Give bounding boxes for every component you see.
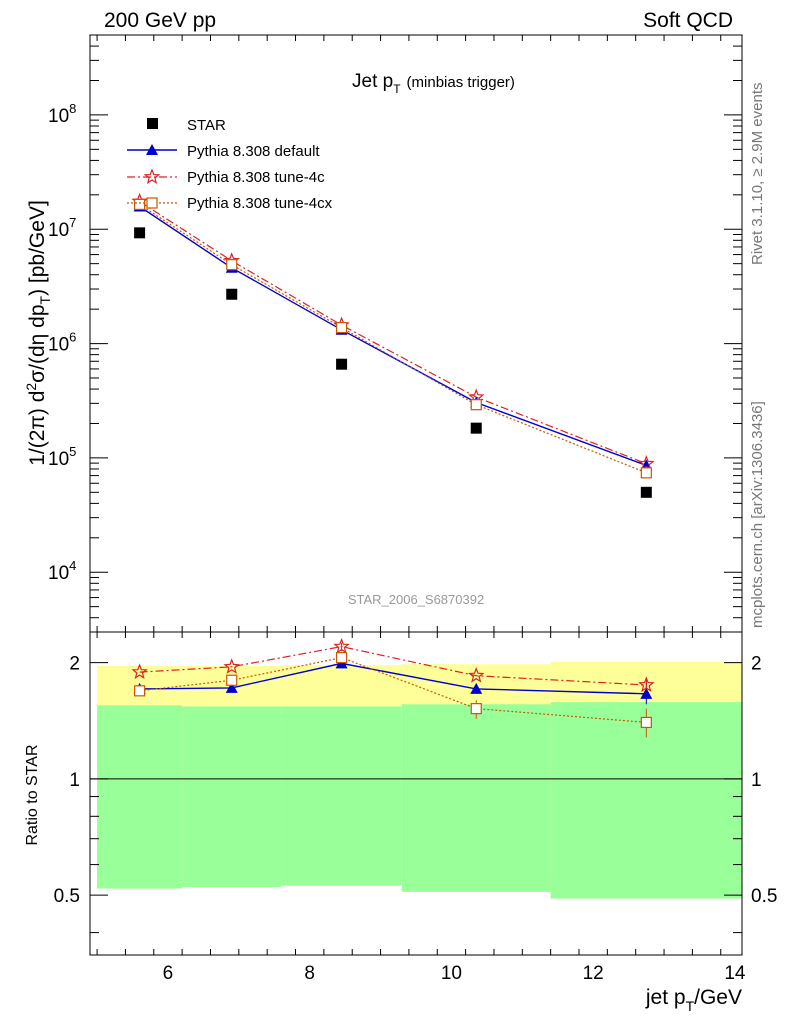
- legend: STAR Pythia 8.308 default Pythia 8.308 t…: [127, 117, 333, 212]
- data-point-tune4cx: [640, 716, 652, 729]
- data-point-star: [640, 486, 652, 498]
- x-axis-label: jet pT/GeV: [645, 986, 742, 1014]
- x-tick-label: 12: [583, 963, 604, 984]
- data-point-tune4cx: [470, 703, 482, 715]
- header-right: Soft QCD: [643, 9, 733, 32]
- data-point-tune4cx: [640, 467, 652, 479]
- legend-label-tune4cx: Pythia 8.308 tune-4cx: [187, 195, 333, 212]
- ratio-band-inner: [281, 706, 402, 886]
- ratio-band-inner: [182, 706, 282, 887]
- data-point-tune4c: [468, 667, 485, 683]
- legend-marker-tune4c: [143, 168, 161, 185]
- data-point-tune4cx: [335, 321, 348, 334]
- data-point-tune4c: [223, 658, 240, 674]
- ratio-axis-label: Ratio to STAR: [24, 744, 41, 845]
- y-tick-label-ratio-right: 1: [751, 770, 762, 791]
- legend-label-tune4c: Pythia 8.308 tune-4c: [187, 169, 325, 186]
- data-point-tune4cx: [335, 652, 348, 664]
- x-tick-label: 8: [304, 963, 315, 984]
- y-tick-label-main: 107: [48, 215, 76, 241]
- y-tick-label-ratio: 1: [69, 770, 80, 791]
- y-tick-label-main: 106: [48, 330, 76, 356]
- legend-label-star: STAR: [187, 117, 226, 134]
- main-title: Jet pT (minbias trigger): [352, 71, 515, 96]
- data-point-tune4cx: [226, 259, 238, 271]
- y-tick-label-ratio: 2: [69, 654, 80, 675]
- legend-marker-tune4cx: [146, 197, 158, 209]
- ratio-band-inner: [401, 704, 551, 892]
- data-point-star: [470, 422, 482, 434]
- x-tick-label: 14: [724, 963, 746, 984]
- y-tick-label-main: 105: [48, 444, 76, 470]
- data-point-tune4c: [638, 676, 655, 693]
- legend-marker-star: [147, 118, 158, 129]
- legend-label-default: Pythia 8.308 default: [187, 143, 320, 160]
- data-point-tune4c: [638, 455, 655, 471]
- main-series: [131, 192, 655, 498]
- data-point-default: [470, 682, 483, 694]
- data-point-tune4cx: [226, 674, 238, 686]
- data-point-star: [336, 358, 348, 370]
- data-point-default: [640, 687, 653, 699]
- data-point-tune4cx: [470, 399, 482, 411]
- data-point-default: [225, 681, 238, 693]
- analysis-label: STAR_2006_S6870392: [348, 592, 484, 607]
- ratio-bands: [90, 661, 742, 899]
- data-point-tune4cx: [134, 198, 146, 210]
- y-tick-label-main: 104: [48, 558, 76, 584]
- data-point-star: [134, 227, 146, 239]
- x-tick-label: 6: [163, 963, 174, 984]
- data-point-tune4cx: [134, 685, 146, 697]
- ratio-series: [131, 637, 655, 738]
- ratio-band-inner: [97, 705, 183, 889]
- legend-marker-default: [146, 144, 158, 155]
- data-point-tune4c: [333, 637, 350, 654]
- series-line-tune4cx: [139, 203, 647, 474]
- series-line-tune4c: [139, 200, 647, 465]
- data-point-star: [226, 288, 238, 300]
- y-tick-label-ratio: 0.5: [54, 886, 80, 907]
- y-tick-label-ratio-right: 0.5: [751, 886, 777, 907]
- side-text-lower: mcplots.cern.ch [arXiv:1306.3436]: [749, 401, 766, 628]
- ratio-frame: [89, 631, 743, 956]
- y-tick-label-main: 108: [48, 101, 76, 127]
- y-tick-label-ratio-right: 2: [751, 654, 762, 675]
- header-left: 200 GeV pp: [104, 9, 216, 32]
- side-text-upper: Rivet 3.1.10, ≥ 2.9M events: [749, 83, 766, 266]
- x-tick-label: 10: [441, 963, 462, 984]
- y-axis-label: 1/(2π) d2σ/(dη dpT) [pb/GeV]: [23, 200, 53, 466]
- series-line-default: [139, 205, 647, 467]
- data-point-tune4c: [131, 663, 148, 680]
